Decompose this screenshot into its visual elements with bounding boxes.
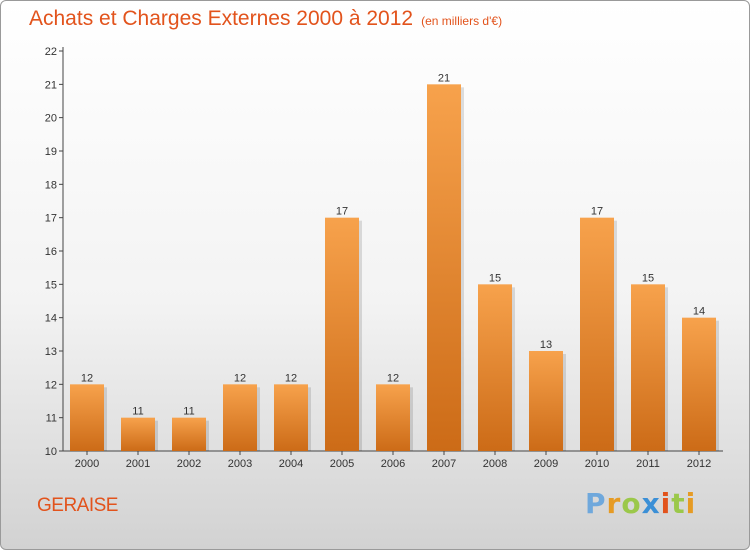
- x-tick-label: 2008: [483, 458, 507, 470]
- logo-letter: t: [671, 487, 686, 520]
- x-tick-label: 2005: [330, 458, 354, 470]
- y-tick-label: 13: [45, 346, 57, 358]
- x-tick-label: 2006: [381, 458, 405, 470]
- y-tick-label: 17: [45, 213, 57, 225]
- x-tick-label: 2003: [228, 458, 252, 470]
- logo-letter: x: [641, 487, 661, 520]
- bar: [631, 284, 665, 451]
- y-tick-label: 19: [45, 146, 57, 158]
- x-tick-label: 2001: [126, 458, 150, 470]
- y-tick-label: 12: [45, 379, 57, 391]
- chart-title: Achats et Charges Externes 2000 à 2012 (e…: [29, 7, 502, 31]
- logo-letter: o: [621, 487, 642, 520]
- y-tick-label: 11: [46, 413, 57, 425]
- x-tick-label: 2007: [432, 458, 456, 470]
- bar-value-label: 17: [591, 206, 603, 218]
- bar: [580, 217, 614, 451]
- x-tick-label: 2009: [534, 458, 558, 470]
- bar-value-label: 17: [336, 206, 348, 218]
- x-tick-label: 2000: [75, 458, 99, 470]
- bar: [121, 417, 155, 451]
- y-tick-label: 10: [45, 446, 57, 458]
- bar-value-label: 12: [387, 372, 399, 384]
- y-tick-label: 16: [45, 246, 57, 258]
- bar: [172, 417, 206, 451]
- x-tick-label: 2012: [687, 458, 711, 470]
- x-tick-label: 2002: [177, 458, 201, 470]
- y-tick-label: 15: [45, 279, 57, 291]
- bar: [376, 384, 410, 451]
- bar-value-label: 12: [81, 372, 93, 384]
- logo-letter: P: [585, 487, 607, 520]
- logo-letter: r: [606, 487, 622, 520]
- bar-value-label: 14: [693, 306, 705, 318]
- bar: [478, 284, 512, 451]
- bar: [529, 351, 563, 451]
- logo-letter: i: [660, 487, 672, 520]
- bar: [682, 317, 716, 451]
- bar: [70, 384, 104, 451]
- bar: [223, 384, 257, 451]
- proxiti-logo: Proxiti: [585, 487, 696, 520]
- y-tick-label: 18: [45, 179, 57, 191]
- chart-unit: (en milliers d'€): [421, 14, 503, 28]
- x-tick-label: 2004: [279, 458, 303, 470]
- y-tick-label: 20: [45, 113, 57, 125]
- bar-value-label: 13: [540, 339, 552, 351]
- y-tick-label: 21: [45, 79, 57, 91]
- bar-value-label: 15: [642, 272, 654, 284]
- bar-value-label: 12: [234, 372, 246, 384]
- bar-value-label: 11: [183, 406, 194, 418]
- chart-title-text: Achats et Charges Externes 2000 à 2012: [29, 7, 414, 30]
- y-tick-label: 22: [45, 46, 57, 58]
- bar-value-label: 15: [489, 272, 501, 284]
- x-tick-label: 2010: [585, 458, 609, 470]
- bar-value-label: 11: [132, 406, 143, 418]
- bar-value-label: 12: [285, 372, 297, 384]
- bar: [325, 217, 359, 451]
- bar: [427, 84, 461, 451]
- bar: [274, 384, 308, 451]
- logo-letter: i: [685, 487, 697, 520]
- commune-name: GERAISE: [37, 495, 118, 516]
- bar-value-label: 21: [438, 72, 450, 84]
- y-tick-label: 14: [45, 313, 57, 325]
- x-tick-label: 2011: [636, 458, 660, 470]
